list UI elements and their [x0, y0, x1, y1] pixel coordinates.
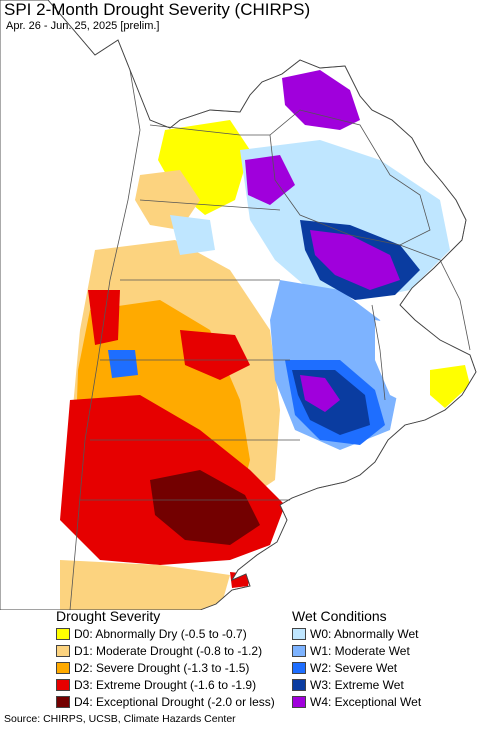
w4-north	[282, 70, 360, 130]
drought-legend-item: D4: Exceptional Drought (-2.0 or less)	[56, 694, 275, 711]
wet-legend-label: W3: Extreme Wet	[310, 678, 404, 693]
wet-legend-label: W4: Exceptional Wet	[310, 695, 422, 710]
d0-uruguay	[430, 365, 470, 408]
d3-central-blob	[180, 330, 250, 380]
d4-core	[150, 470, 260, 545]
wet-legend-swatch	[292, 627, 306, 640]
map-title: SPI 2-Month Drought Severity (CHIRPS)	[4, 0, 311, 19]
border-paraguay	[269, 109, 431, 246]
drought-legend-swatch	[56, 644, 70, 657]
wet-legend-heading: Wet Conditions	[292, 608, 387, 624]
w4-se	[300, 375, 340, 412]
w0-west	[170, 215, 215, 255]
drought-legend-swatch	[56, 679, 70, 692]
d1-south	[60, 560, 230, 610]
borders	[69, 69, 471, 610]
drought-fields	[0, 40, 470, 610]
drought-legend-label: D4: Exceptional Drought (-2.0 or less)	[74, 695, 275, 710]
wet-legend-item: W3: Extreme Wet	[292, 677, 421, 694]
wet-legend-item: W1: Moderate Wet	[292, 642, 421, 659]
drought-legend-item: D0: Abnormally Dry (-0.5 to -0.7)	[56, 625, 275, 642]
drought-map	[0, 0, 477, 610]
drought-legend-item: D1: Moderate Drought (-0.8 to -1.2)	[56, 642, 275, 659]
wet-legend-item: W0: Abnormally Wet	[292, 625, 421, 642]
drought-legend-heading: Drought Severity	[56, 608, 161, 624]
border-bolivia-argentina	[149, 124, 270, 136]
w4-paraguay	[245, 155, 295, 205]
source-credit: Source: CHIRPS, UCSB, Climate Hazards Ce…	[4, 713, 236, 725]
drought-legend: D0: Abnormally Dry (-0.5 to -0.7) D1: Mod…	[56, 625, 275, 711]
border-brazil	[399, 244, 471, 351]
wet-legend-swatch	[292, 696, 306, 709]
drought-legend-swatch	[56, 661, 70, 674]
drought-legend-swatch	[56, 627, 70, 640]
drought-legend-label: D0: Abnormally Dry (-0.5 to -0.7)	[74, 626, 247, 641]
wet-legend-swatch	[292, 661, 306, 674]
wet-legend-item: W4: Exceptional Wet	[292, 694, 421, 711]
wet-legend-label: W0: Abnormally Wet	[310, 626, 419, 641]
drought-legend-swatch	[56, 696, 70, 709]
drought-legend-item: D2: Severe Drought (-1.3 to -1.5)	[56, 659, 275, 676]
border-chile-argentina	[69, 69, 141, 610]
wet-legend-item: W2: Severe Wet	[292, 659, 421, 676]
chile-strip	[0, 40, 100, 610]
w2-west	[108, 350, 138, 378]
d1-north-patch	[135, 170, 200, 230]
wet-legend: W0: Abnormally Wet W1: Moderate Wet W2: Se…	[292, 625, 421, 711]
wet-legend-label: W2: Severe Wet	[310, 660, 398, 675]
border-argentina-uruguay	[371, 304, 386, 401]
wet-legend-label: W1: Moderate Wet	[310, 643, 410, 658]
drought-legend-label: D2: Severe Drought (-1.3 to -1.5)	[74, 660, 250, 675]
drought-legend-label: D1: Moderate Drought (-0.8 to -1.2)	[74, 643, 263, 658]
w4-band	[310, 230, 400, 290]
map-subtitle: Apr. 26 - Jun. 25, 2025 [prelim.]	[6, 20, 160, 32]
wet-legend-swatch	[292, 644, 306, 657]
drought-legend-label: D3: Extreme Drought (-1.6 to -1.9)	[74, 678, 257, 693]
drought-legend-item: D3: Extreme Drought (-1.6 to -1.9)	[56, 677, 275, 694]
border-provinces	[80, 199, 300, 501]
wet-legend-swatch	[292, 679, 306, 692]
